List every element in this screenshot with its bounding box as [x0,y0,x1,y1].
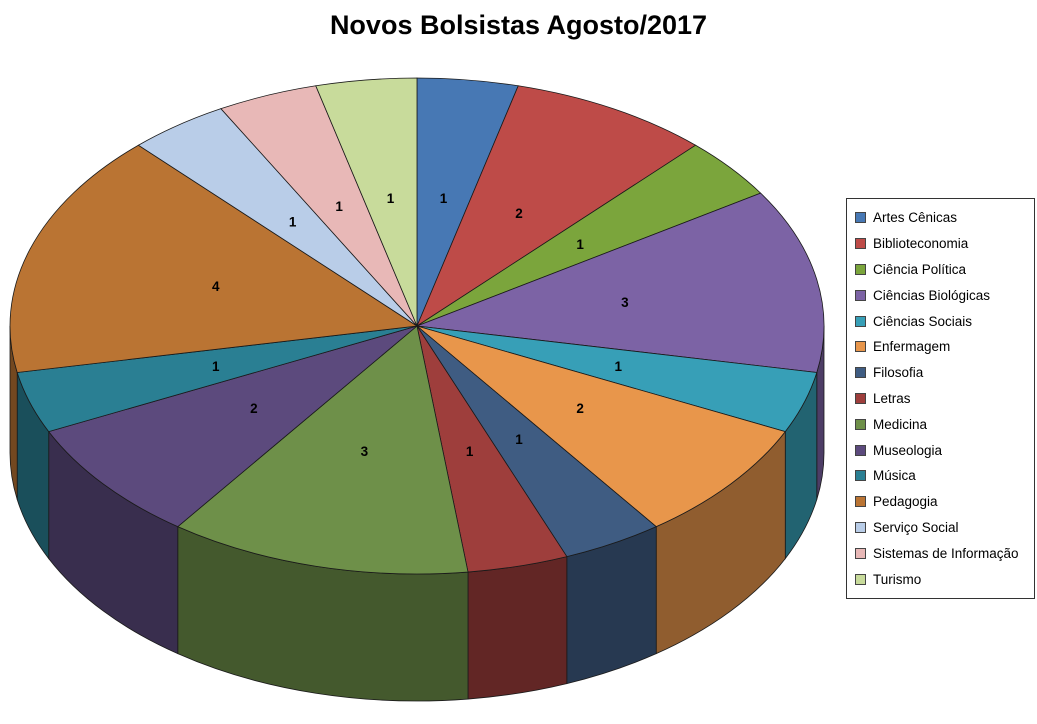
legend-item-medicina: Medicina [855,411,1030,437]
data-label-turismo: 1 [387,191,395,206]
legend-item-ciencia-politica: Ciência Política [855,257,1030,283]
pie-slice-ciencias-biologicas [416,192,825,373]
legend-label: Pedagogia [873,494,938,510]
legend-label: Medicina [873,416,928,432]
legend-swatch-musica [855,470,866,482]
legend-item-enfermagem: Enfermagem [855,334,1030,360]
legend-item-sistemas-de-informacao: Sistemas de Informação [855,540,1030,566]
data-label-ciencias-sociais: 1 [615,359,623,374]
legend-label: Enfermagem [873,339,951,355]
legend-label: Artes Cênicas [873,210,958,226]
legend-label: Biblioteconomia [873,236,969,252]
data-label-servico-social: 1 [289,215,297,230]
legend-swatch-museologia [855,444,866,456]
data-label-biblioteconomia: 2 [515,206,523,221]
legend-label: Música [873,468,916,484]
legend-swatch-letras [855,392,866,404]
legend-label: Letras [873,390,911,406]
legend-item-letras: Letras [855,386,1030,412]
legend-swatch-artes-cenicas [855,212,866,224]
pie-slice-side-letras [467,556,568,700]
legend-item-biblioteconomia: Biblioteconomia [855,231,1030,257]
chart-title: Novos Bolsistas Agosto/2017 [329,10,708,40]
legend-item-servico-social: Serviço Social [855,515,1030,541]
legend-swatch-pedagogia [855,496,866,508]
pie-slice-biblioteconomia [416,85,697,328]
legend-swatch-biblioteconomia [855,238,866,250]
legend-label: Sistemas de Informação [873,545,1019,561]
data-label-artes-cenicas: 1 [440,191,448,206]
legend-item-artes-cenicas: Artes Cênicas [855,205,1030,231]
legend-swatch-sistemas-de-informacao [855,547,866,559]
legend-label: Serviço Social [873,519,959,535]
legend-swatch-filosofia [855,367,866,379]
legend-swatch-medicina [855,418,866,430]
legend-item-museologia: Museologia [855,437,1030,463]
legend-item-pedagogia: Pedagogia [855,489,1030,515]
legend-swatch-ciencia-politica [855,263,866,275]
pie-slice-enfermagem [416,325,786,528]
legend: Artes Cênicas Biblioteconomia Ciência Polí… [846,198,1035,599]
data-label-letras: 1 [466,444,474,459]
legend-swatch-enfermagem [855,341,866,353]
legend-swatch-turismo [855,573,866,585]
data-label-sistemas-de-informacao: 1 [335,199,343,214]
legend-label: Ciências Biológicas [873,287,991,303]
legend-swatch-ciencias-biologicas [855,289,866,301]
pie-slice-pedagogia [9,144,419,373]
data-label-pedagogia: 4 [212,279,220,294]
data-label-musica: 1 [212,359,220,374]
data-label-ciencia-politica: 1 [576,237,584,252]
legend-swatch-servico-social [855,521,866,533]
legend-label: Turismo [873,571,922,587]
data-label-ciencias-biologicas: 3 [621,295,629,310]
legend-item-ciencias-biologicas: Ciências Biológicas [855,282,1030,308]
pie-slice-medicina [177,325,469,575]
legend-label: Filosofia [873,365,924,381]
data-label-filosofia: 1 [515,432,523,447]
pie-slice-turismo [315,77,418,327]
legend-item-musica: Música [855,463,1030,489]
legend-item-filosofia: Filosofia [855,360,1030,386]
legend-swatch-ciencias-sociais [855,315,866,327]
pie-slice-museologia [48,325,418,528]
legend-item-turismo: Turismo [855,566,1030,592]
data-label-enfermagem: 2 [576,401,584,416]
legend-label: Ciências Sociais [873,313,973,329]
data-label-medicina: 3 [361,444,369,459]
legend-item-ciencias-sociais: Ciências Sociais [855,308,1030,334]
legend-label: Ciência Política [873,261,967,277]
data-label-museologia: 2 [250,401,258,416]
legend-label: Museologia [873,442,943,458]
